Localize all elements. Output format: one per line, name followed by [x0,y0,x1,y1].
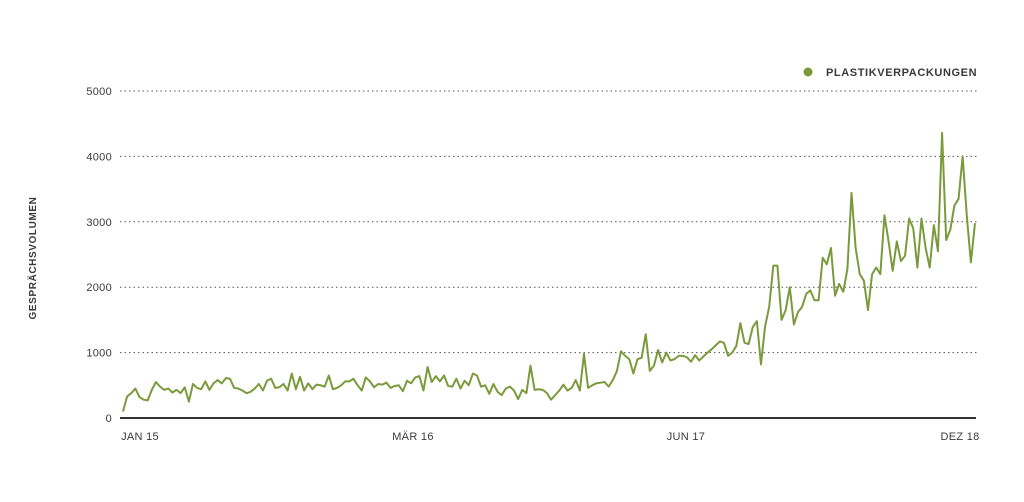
x-tick-label: JAN 15 [121,431,159,443]
y-tick-label: 4000 [86,151,112,163]
y-axis-label: GESPRÄCHSVOLUMEN [26,197,39,320]
legend-marker [803,67,813,77]
y-axis-ticks: 0 1000 2000 3000 4000 5000 [86,86,112,425]
series-line-plastikverpackungen [122,131,976,412]
y-tick-label: 5000 [86,86,112,98]
y-tick-label: 3000 [86,217,112,229]
y-tick-label: 0 [106,413,112,425]
legend-label: PLASTIKVERPACKUNGEN [826,67,977,79]
legend: PLASTIKVERPACKUNGEN [803,67,977,79]
y-tick-label: 1000 [86,348,112,360]
gridlines [120,90,978,354]
x-tick-label: DEZ 18 [940,431,979,443]
x-tick-label: JUN 17 [667,431,705,443]
y-tick-label: 2000 [86,282,112,294]
x-axis-ticks: JAN 15 MÄR 16 JUN 17 DEZ 18 [121,431,979,443]
x-tick-label: MÄR 16 [392,431,434,443]
